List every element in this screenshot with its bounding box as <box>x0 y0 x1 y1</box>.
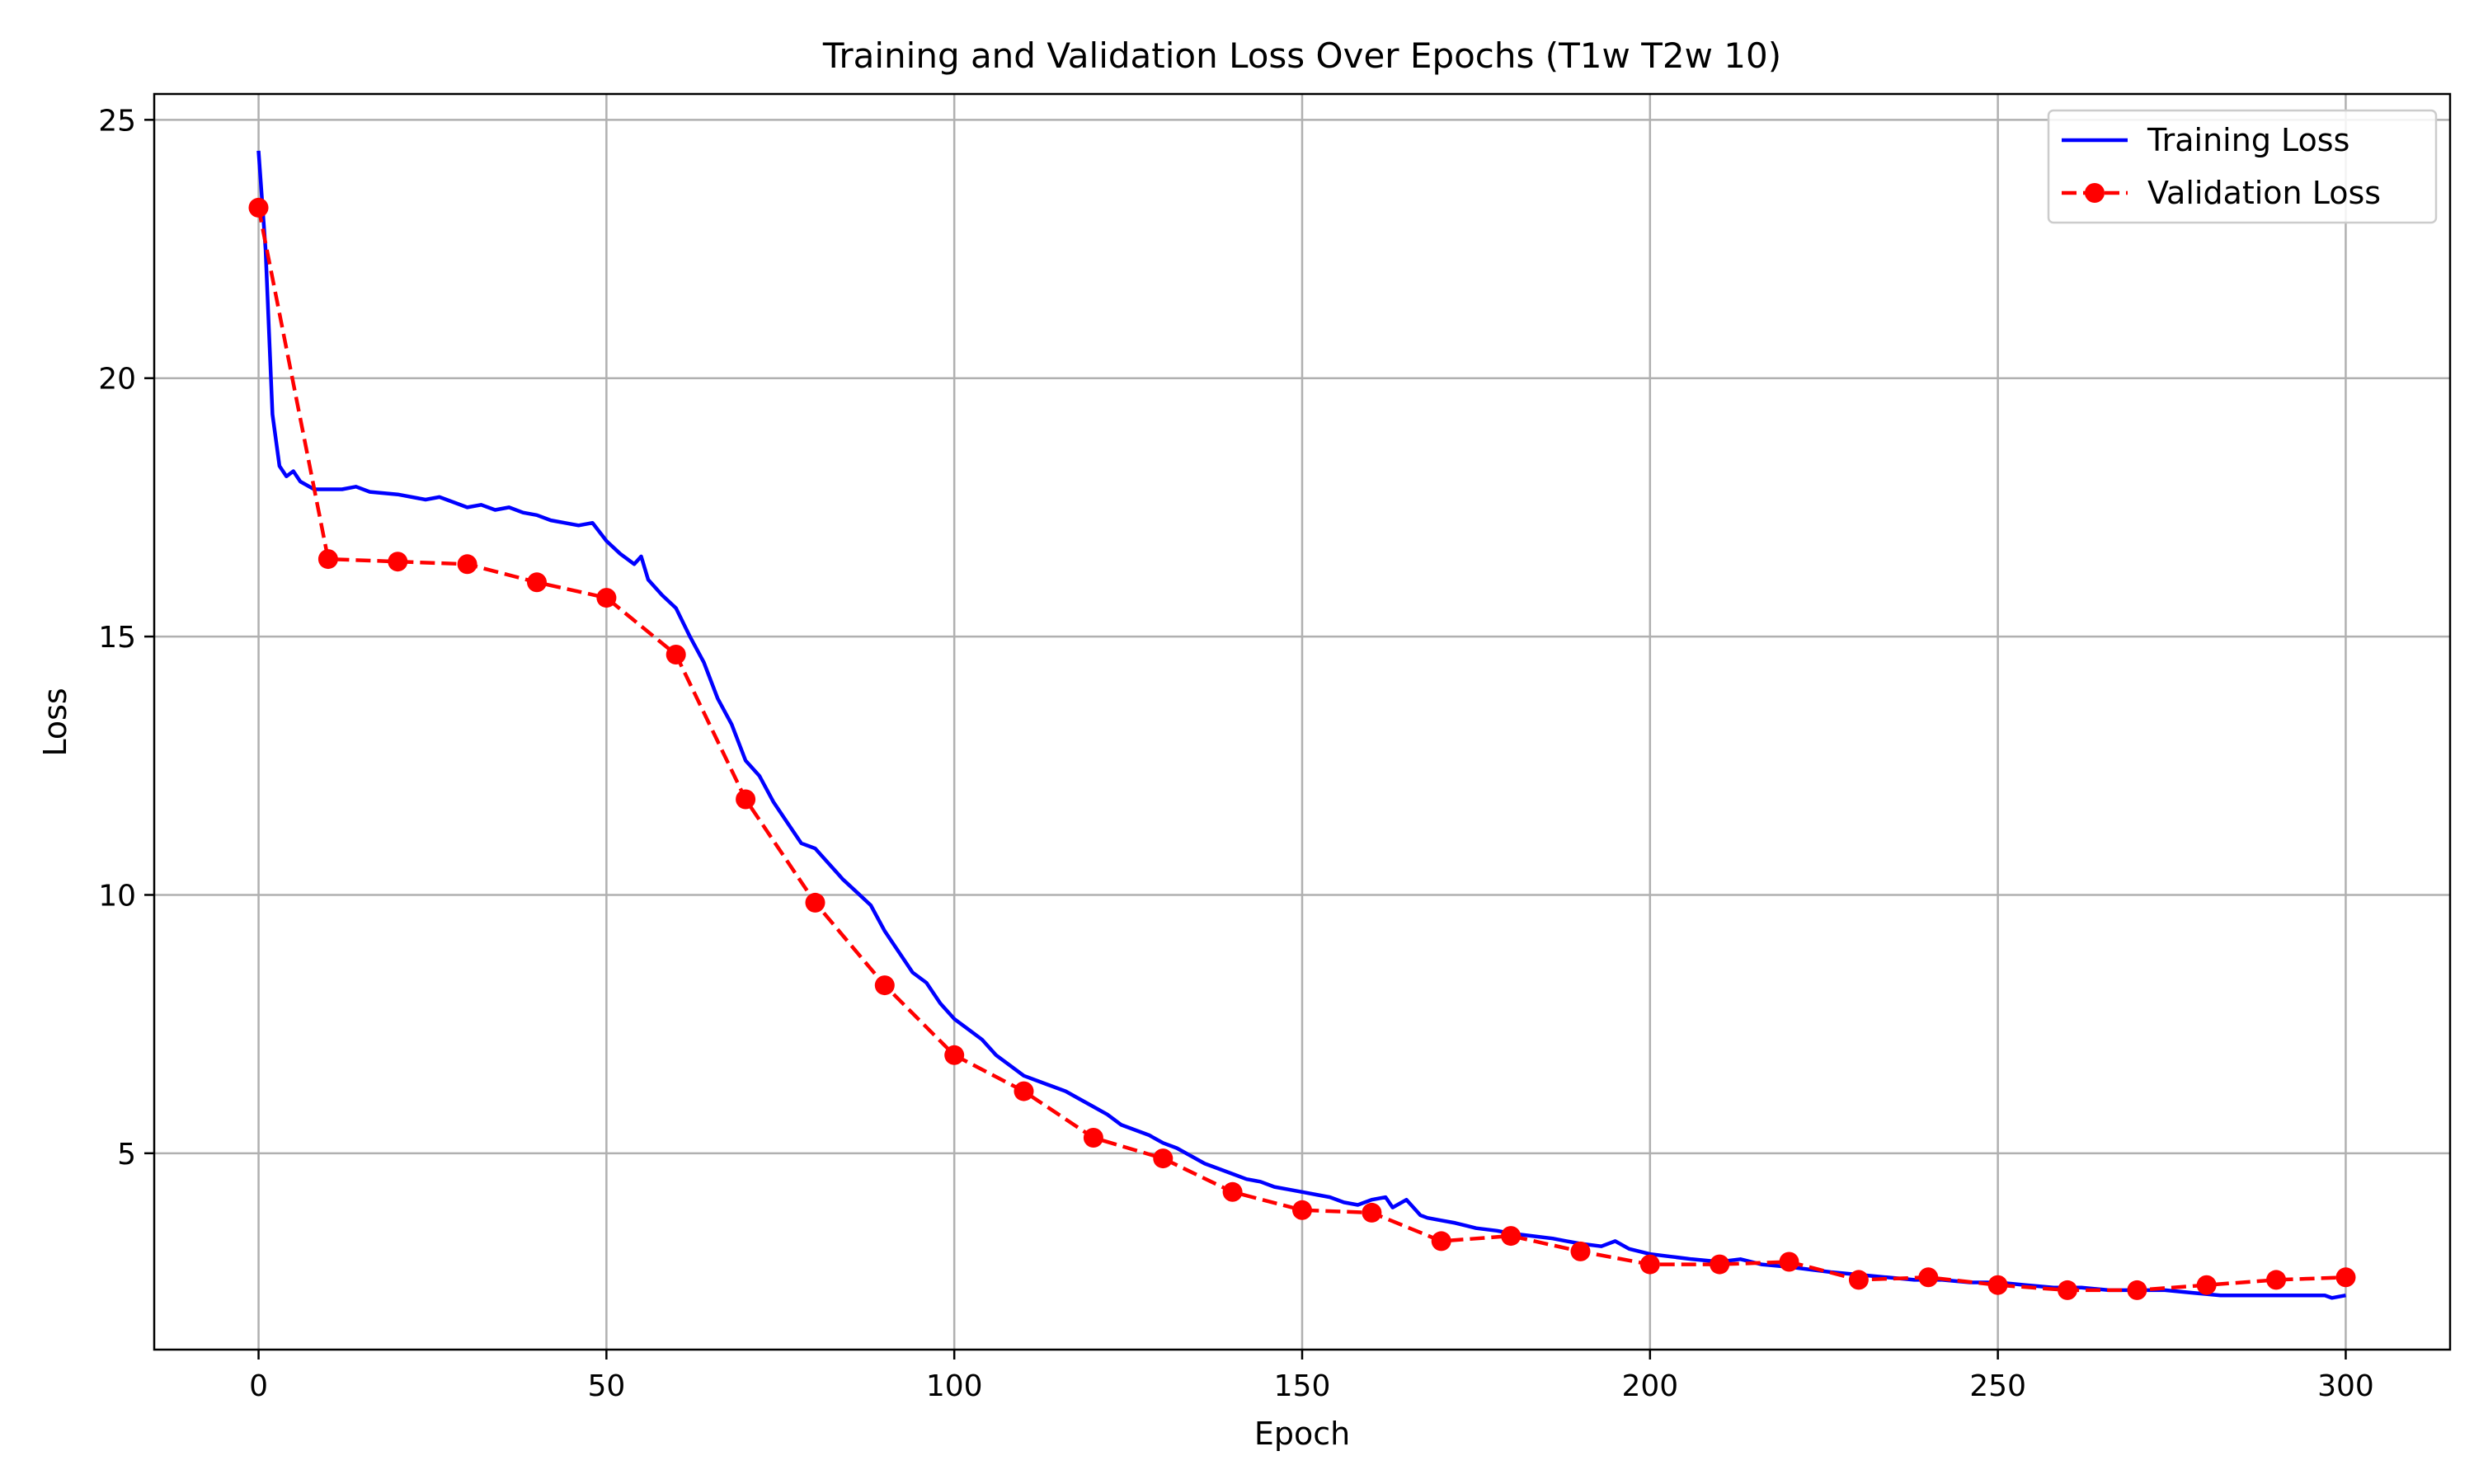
validation-loss-point <box>388 552 408 572</box>
validation-loss-point <box>1779 1252 1799 1272</box>
x-axis-label: Epoch <box>1254 1416 1350 1452</box>
validation-loss-point <box>457 554 477 575</box>
validation-loss-point <box>1501 1226 1522 1247</box>
validation-loss-point <box>666 645 686 665</box>
validation-loss-point <box>1014 1081 1034 1101</box>
training-loss-line <box>256 150 2346 1300</box>
legend-box <box>2047 109 2438 224</box>
validation-loss-point <box>2058 1280 2077 1300</box>
validation-loss-point <box>805 892 825 913</box>
validation-loss-point <box>248 197 269 218</box>
validation-loss-point <box>1222 1181 1243 1202</box>
validation-loss-point <box>2196 1275 2217 1295</box>
validation-loss-point <box>1639 1254 1660 1275</box>
training-loss-legend-label: Training Loss <box>2147 122 2349 158</box>
validation-loss-point <box>874 975 895 996</box>
ticks-layer: 0 50 100 150 200 250 300 5 10 15 20 25 <box>98 104 2374 1403</box>
x-tick-label: 150 <box>1274 1369 1331 1403</box>
validation-loss-legend-marker <box>2085 183 2105 203</box>
validation-loss-series <box>248 197 2356 1300</box>
validation-loss-point <box>2127 1280 2147 1300</box>
validation-loss-point <box>2266 1270 2287 1290</box>
validation-loss-point <box>1431 1231 1451 1252</box>
grid-layer <box>154 94 2450 1350</box>
y-tick-label: 25 <box>98 104 136 138</box>
y-axis-label: Loss <box>37 688 73 756</box>
y-tick-label: 15 <box>98 621 136 655</box>
x-tick-label: 300 <box>2317 1369 2374 1403</box>
training-loss-series <box>256 150 2346 1300</box>
legend: Training Loss Validation Loss <box>2047 109 2438 224</box>
validation-loss-point <box>2335 1267 2356 1288</box>
validation-loss-point <box>1710 1254 1730 1275</box>
validation-loss-point <box>1987 1275 2008 1295</box>
validation-loss-point <box>596 588 617 608</box>
y-tick-label: 20 <box>98 363 136 397</box>
validation-loss-point <box>944 1045 965 1065</box>
x-tick-label: 250 <box>1969 1369 2026 1403</box>
validation-loss-point <box>1848 1270 1869 1290</box>
validation-loss-point <box>1292 1200 1312 1220</box>
x-tick-label: 50 <box>587 1369 625 1403</box>
x-tick-label: 100 <box>926 1369 983 1403</box>
series-layer <box>248 150 2356 1300</box>
y-tick-label: 10 <box>98 879 136 913</box>
validation-loss-point <box>1083 1128 1103 1148</box>
validation-loss-point <box>1153 1148 1174 1169</box>
chart-title: Training and Validation Loss Over Epochs… <box>822 35 1781 76</box>
validation-loss-point <box>317 549 338 570</box>
validation-loss-point <box>1918 1267 1939 1288</box>
validation-loss-point <box>736 789 756 810</box>
validation-loss-point <box>527 572 547 593</box>
validation-loss-point <box>1570 1241 1591 1261</box>
x-tick-label: 0 <box>249 1369 268 1403</box>
plot-frame <box>153 92 2452 1351</box>
validation-loss-legend-label: Validation Loss <box>2147 175 2381 211</box>
x-tick-label: 200 <box>1621 1369 1678 1403</box>
y-tick-label: 5 <box>117 1138 136 1172</box>
validation-loss-point <box>1362 1202 1382 1223</box>
